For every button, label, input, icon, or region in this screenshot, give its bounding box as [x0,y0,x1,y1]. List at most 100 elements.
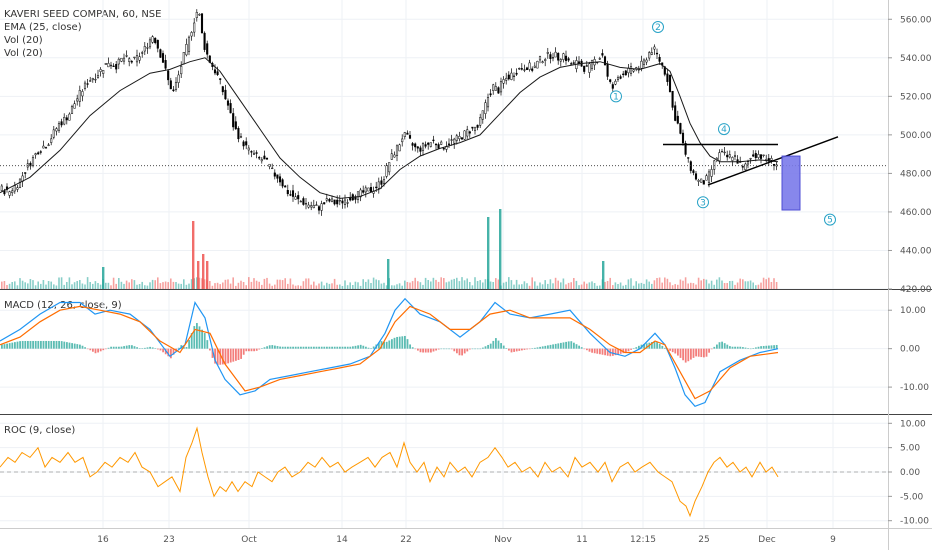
candle-body [312,205,315,209]
macd-histogram-bar [190,333,193,349]
volume-bar [440,277,442,289]
macd-histogram-bar [601,348,604,355]
volume-bar [380,283,383,289]
macd-histogram-bar [687,348,690,362]
volume-bar [768,277,770,289]
macd-histogram-bar [209,348,211,351]
volume-bar [40,283,42,289]
macd-histogram-bar [229,348,232,363]
candle-body [247,147,250,151]
volume-bar [565,284,567,289]
macd-histogram-bar [612,348,614,356]
macd-histogram-bar [294,346,297,349]
volume-bar [541,284,544,289]
volume-bar [263,278,266,289]
candle-body [135,55,139,63]
wave-circle-2 [697,196,709,209]
candle-body [0,185,3,191]
macd-histogram-bar [547,345,549,349]
candle-body [281,179,284,187]
macd-histogram-bar [185,347,188,349]
volume-bar [497,279,500,289]
volume-bar [232,277,234,289]
macd-histogram-bar [196,323,198,349]
macd-histogram-bar [341,346,344,349]
volume-bar [427,280,429,289]
volume-bar [593,283,596,289]
candle-body [65,117,68,121]
candle-body [398,144,401,152]
volume-bar [700,280,702,289]
candle-body [286,190,289,195]
macd-histogram-bar [562,342,565,349]
macd-histogram-bar [136,347,138,349]
ema-line [0,57,779,199]
candle-body [307,204,310,208]
macd-histogram-bar [757,346,760,349]
volume-bar [630,278,632,289]
macd-histogram-bar [635,347,638,349]
macd-histogram-bar [682,348,684,361]
volume-bar [92,283,94,289]
volume-bar [362,279,364,289]
macd-histogram-bar [76,344,79,349]
candle-body [676,115,679,124]
volume-bar [422,284,424,289]
macd-histogram-bar [344,346,346,349]
volume-spike-7 [102,267,105,289]
candle-body [154,37,157,44]
macd-histogram-bar [445,348,448,350]
volume-bar [21,280,24,289]
x-tick-9: Dec [758,535,775,545]
candle-body [112,65,115,67]
macd-histogram-bar [619,348,622,354]
macd-histogram-bar [768,345,770,349]
candle-body [559,59,562,62]
candle-body [741,166,744,168]
candle-body [458,136,461,140]
macd-histogram-bar [731,346,734,349]
macd-histogram-bar [258,348,261,350]
volume-spike-6 [387,259,390,289]
macd-histogram-bar [138,348,141,349]
candle-body [616,77,620,81]
candle-body [37,152,40,155]
volume-bar [328,283,331,289]
candle-body [167,70,170,81]
candle-body [653,46,656,50]
macd-histogram-bar [495,338,497,349]
candle-body [406,132,409,135]
macd-histogram-bar [11,342,14,349]
volume-bar [120,281,123,289]
candle-body [507,74,510,80]
macd-histogram-bar [692,348,695,358]
volume-bar [271,285,273,289]
candle-body [754,153,757,158]
macd-histogram-bar [749,348,752,350]
roc-legend: ROC (9, close) [4,425,76,436]
volume-bar [307,278,310,289]
candle-body [455,135,458,141]
volume-bar [437,281,440,289]
candle-body [554,51,557,58]
macd-histogram-bar [617,348,619,355]
candle-body [151,36,154,43]
volume-bar [586,283,588,289]
candle-body [273,172,276,177]
macd-histogram-bar [705,348,708,357]
macd-histogram-bar [99,348,102,352]
candle-body [564,55,568,61]
wave-label-3: 4 [721,125,727,135]
macd-histogram-bar [708,348,710,353]
candle-body [624,70,627,76]
macd-histogram-bar [16,341,19,349]
volume-bar [705,279,708,289]
volume-bar [609,277,611,289]
candle-body [726,154,729,158]
volume-bar [305,278,307,289]
roc-ytick-4: -10.00 [900,517,929,527]
candle-body [190,32,193,37]
volume-bar [703,278,705,289]
